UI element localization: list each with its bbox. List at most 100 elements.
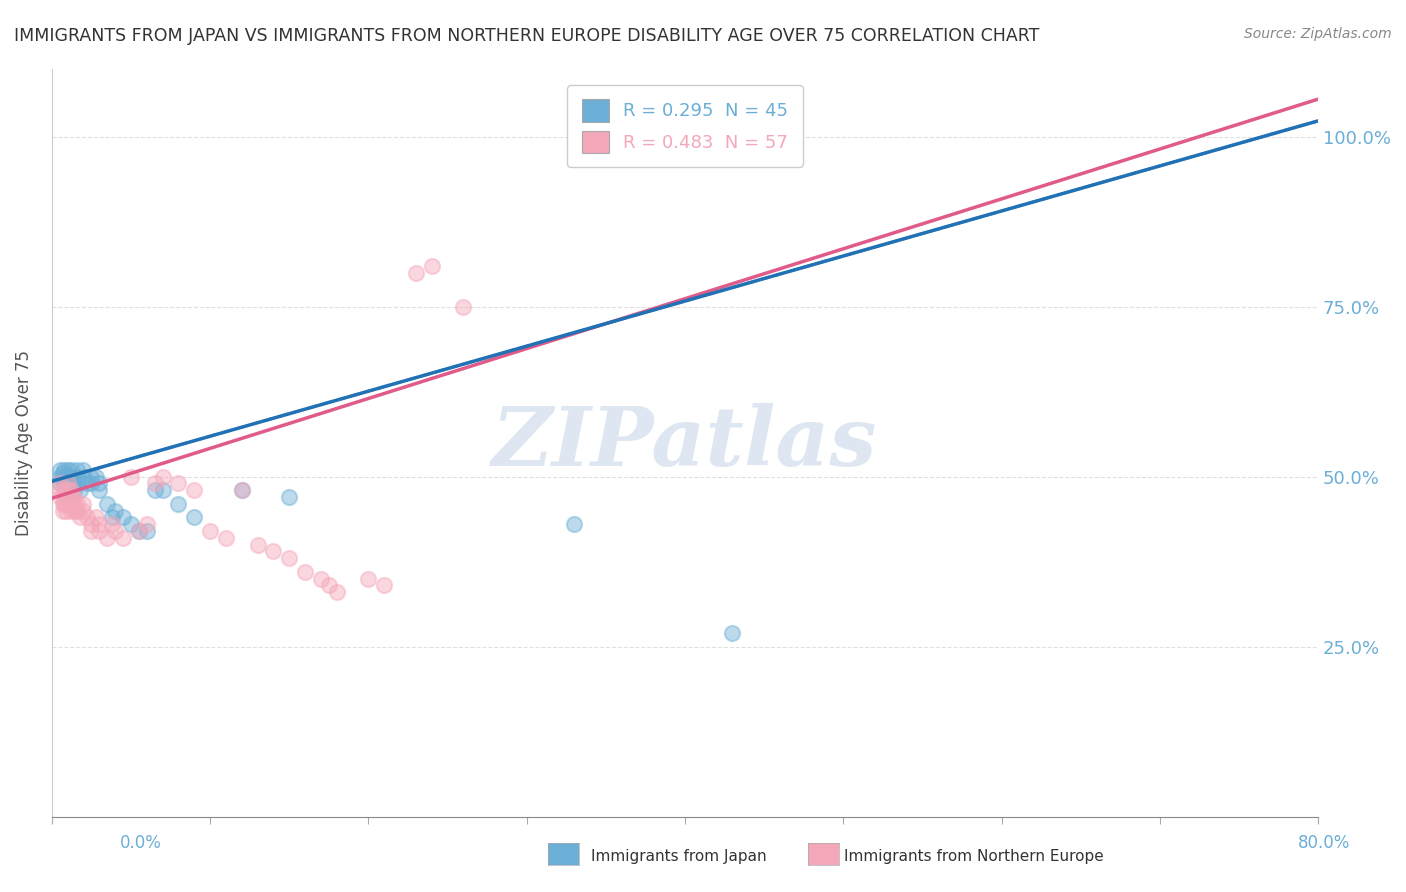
Point — [53, 463, 76, 477]
Point — [231, 483, 253, 497]
Point — [66, 476, 89, 491]
Point — [84, 469, 107, 483]
Text: IMMIGRANTS FROM JAPAN VS IMMIGRANTS FROM NORTHERN EUROPE DISABILITY AGE OVER 75 : IMMIGRANTS FROM JAPAN VS IMMIGRANTS FROM… — [14, 27, 1039, 45]
Point — [56, 476, 79, 491]
Text: Immigrants from Japan: Immigrants from Japan — [591, 849, 766, 863]
Point — [278, 551, 301, 566]
Point — [80, 469, 103, 483]
Point — [721, 626, 744, 640]
Point — [89, 476, 111, 491]
Point — [309, 572, 332, 586]
Point — [152, 469, 174, 483]
Point — [111, 510, 134, 524]
Point — [52, 503, 75, 517]
Point — [59, 483, 82, 497]
Point — [80, 476, 103, 491]
Point — [59, 469, 82, 483]
Point — [56, 497, 79, 511]
Legend: R = 0.295  N = 45, R = 0.483  N = 57: R = 0.295 N = 45, R = 0.483 N = 57 — [567, 85, 803, 167]
Point — [231, 483, 253, 497]
Point — [66, 503, 89, 517]
Point — [135, 517, 157, 532]
Point — [101, 517, 124, 532]
Point — [55, 476, 77, 491]
Point — [72, 463, 94, 477]
Point — [48, 463, 70, 477]
Point — [53, 490, 76, 504]
Point — [53, 497, 76, 511]
Point — [56, 483, 79, 497]
Point — [66, 497, 89, 511]
Point — [104, 503, 127, 517]
Point — [357, 572, 380, 586]
Point — [120, 517, 142, 532]
Text: 0.0%: 0.0% — [120, 834, 162, 852]
Point — [56, 463, 79, 477]
Point — [59, 497, 82, 511]
Point — [325, 585, 347, 599]
Point — [59, 463, 82, 477]
Point — [262, 544, 284, 558]
Point — [111, 531, 134, 545]
Point — [183, 483, 205, 497]
Point — [128, 524, 150, 538]
Point — [198, 524, 221, 538]
Text: Source: ZipAtlas.com: Source: ZipAtlas.com — [1244, 27, 1392, 41]
Point — [96, 531, 118, 545]
Point — [63, 497, 86, 511]
Point — [65, 503, 87, 517]
Point — [89, 524, 111, 538]
Point — [152, 483, 174, 497]
Point — [128, 524, 150, 538]
Point — [48, 476, 70, 491]
Point — [55, 503, 77, 517]
Point — [84, 510, 107, 524]
Point — [80, 517, 103, 532]
Point — [101, 510, 124, 524]
Point — [53, 476, 76, 491]
Point — [48, 469, 70, 483]
Point — [420, 259, 443, 273]
Point — [167, 476, 190, 491]
Text: 80.0%: 80.0% — [1298, 834, 1350, 852]
Point — [143, 476, 166, 491]
Text: Immigrants from Northern Europe: Immigrants from Northern Europe — [844, 849, 1104, 863]
Point — [59, 503, 82, 517]
Point — [183, 510, 205, 524]
Point — [53, 483, 76, 497]
Point — [278, 490, 301, 504]
Y-axis label: Disability Age Over 75: Disability Age Over 75 — [15, 350, 32, 535]
Point — [56, 490, 79, 504]
Point — [143, 483, 166, 497]
Point — [59, 490, 82, 504]
Point — [89, 517, 111, 532]
Point — [55, 469, 77, 483]
Point — [59, 476, 82, 491]
Point — [72, 469, 94, 483]
Point — [56, 476, 79, 491]
Point — [562, 517, 585, 532]
Point — [63, 476, 86, 491]
Point — [318, 578, 340, 592]
Point — [373, 578, 395, 592]
Point — [48, 490, 70, 504]
Point — [80, 524, 103, 538]
Point — [246, 537, 269, 551]
Point — [66, 463, 89, 477]
Point — [52, 497, 75, 511]
Point — [65, 469, 87, 483]
Point — [135, 524, 157, 538]
Point — [294, 565, 316, 579]
Point — [89, 483, 111, 497]
Point — [53, 469, 76, 483]
Point — [120, 469, 142, 483]
Point — [76, 510, 98, 524]
Point — [72, 503, 94, 517]
Point — [52, 466, 75, 480]
Point — [453, 300, 475, 314]
Point — [63, 483, 86, 497]
Point — [72, 497, 94, 511]
Point — [167, 497, 190, 511]
Point — [69, 510, 91, 524]
Point — [63, 490, 86, 504]
